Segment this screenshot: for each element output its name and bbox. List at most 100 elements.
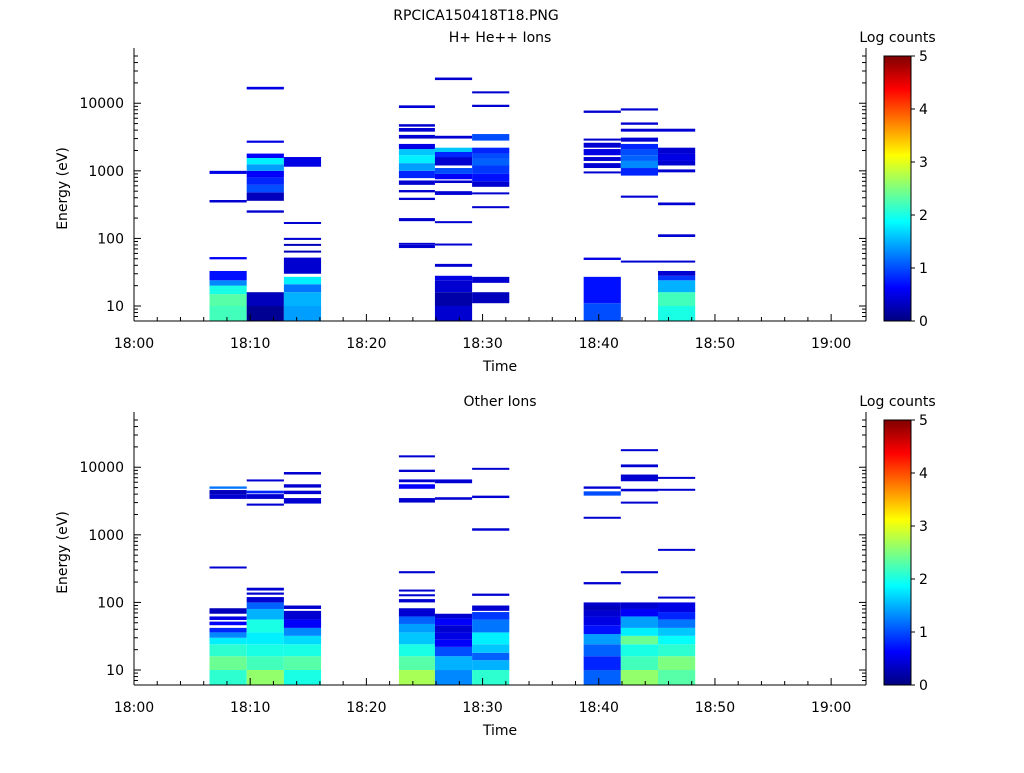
colorbar-tick-label: 0 [919,678,928,694]
colorbar-label: Log counts [859,30,935,46]
heatmap-cell [658,234,696,237]
heatmap-cell [620,656,659,671]
heatmap-cell [658,656,696,671]
heatmap-cell [283,276,322,285]
heatmap-cell [283,292,322,307]
heatmap-cell [209,644,247,657]
heatmap-cell [658,280,696,293]
heatmap-cell [398,455,435,458]
heatmap-cell [658,160,696,166]
heatmap-cell [658,644,696,657]
heatmap-cell [209,170,247,174]
heatmap-cell [434,275,473,281]
heatmap-cell [472,495,510,499]
heatmap-cell [398,571,435,574]
heatmap-cell [398,197,435,201]
heatmap-cell [472,158,510,166]
heatmap-cell [246,157,284,165]
colorbar-tick-label: 5 [919,49,928,65]
heatmap-cell [583,656,621,671]
heatmap-cell [658,153,696,161]
heatmap-cell [434,280,473,293]
heatmap-cell [246,292,284,307]
heatmap-cell [620,635,659,645]
heatmap-cell [472,292,510,304]
heatmap-cell [658,670,696,685]
y-axis-label: Energy (eV) [55,511,71,594]
y-tick-label: 10000 [79,96,124,112]
heatmap-cell [658,596,696,599]
colorbar-tick-label: 1 [919,261,928,277]
x-tick-label: 19:00 [811,700,851,716]
heatmap-cell [583,670,621,685]
heatmap-cell [283,221,322,224]
heatmap-cell [398,589,435,592]
heatmap-cell [472,165,510,174]
heatmap-cell [398,190,435,193]
heatmap-cell [246,164,284,171]
heatmap-cell [246,170,284,178]
heatmap-cell [283,670,322,685]
x-tick-label: 18:20 [346,700,386,716]
colorbar-gradient [883,55,912,322]
colorbar-gradient [883,419,912,686]
heatmap-cells [209,449,696,685]
heatmap-cell [620,260,659,263]
heatmap-cell [434,670,473,685]
heatmap-cell [434,632,473,640]
heatmap-cell [583,616,621,626]
heatmap-cell [620,155,659,161]
y-tick-label: 1000 [88,164,124,180]
heatmap-cell [472,670,510,685]
heatmap-cell [246,140,284,143]
heatmap-cell [398,599,435,603]
heatmap-cell [246,619,284,633]
heatmap-cell [583,486,621,489]
colorbar-tick-label: 0 [919,314,928,330]
heatmap-cell [283,157,322,167]
heatmap-cell [246,670,284,685]
y-tick-label: 100 [97,231,124,247]
heatmap-cell [583,110,621,113]
heatmap-cell [283,656,322,671]
heatmap-cell [583,138,621,141]
heatmap-cell [472,147,510,154]
heatmap-cell [620,195,659,198]
x-tick-label: 18:50 [695,700,735,716]
heatmap-cell [472,619,510,633]
heatmap-cell [434,168,473,174]
heatmap-cell [658,147,696,154]
heatmap-cell [434,221,473,224]
heatmap-cell [620,149,659,156]
heatmap-cell [583,516,621,519]
heatmap-cell [472,612,510,620]
heatmap-cell [283,237,322,240]
heatmap-cell [209,637,247,645]
heatmap-cell [472,467,510,470]
heatmap-cell [246,210,284,213]
heatmap-cell [398,656,435,671]
heatmap-cell [472,652,510,661]
heatmap-cell [398,244,435,249]
x-tick-label: 18:30 [462,700,502,716]
heatmap-cell [620,143,659,150]
heatmap-cell [434,618,473,626]
heatmap-cell [434,292,473,307]
heatmap-cell [620,474,659,482]
heatmap-cell [472,644,510,653]
y-tick-label: 1000 [88,528,124,544]
heatmap-cell [620,137,659,142]
heatmap-cell [658,602,696,613]
heatmap-cell [658,612,696,620]
heatmap-cell [620,449,659,452]
heatmap-cell [209,486,247,489]
heatmap-cell [434,173,473,180]
heatmap-cell [472,528,510,531]
heatmap-cell [398,180,435,185]
heatmap-cell [398,479,435,483]
heatmap-cell [434,497,473,500]
heatmap-cell [620,108,659,111]
heatmap-cell [620,644,659,657]
heatmap-cell [398,469,435,473]
heatmap-cell [283,490,322,495]
